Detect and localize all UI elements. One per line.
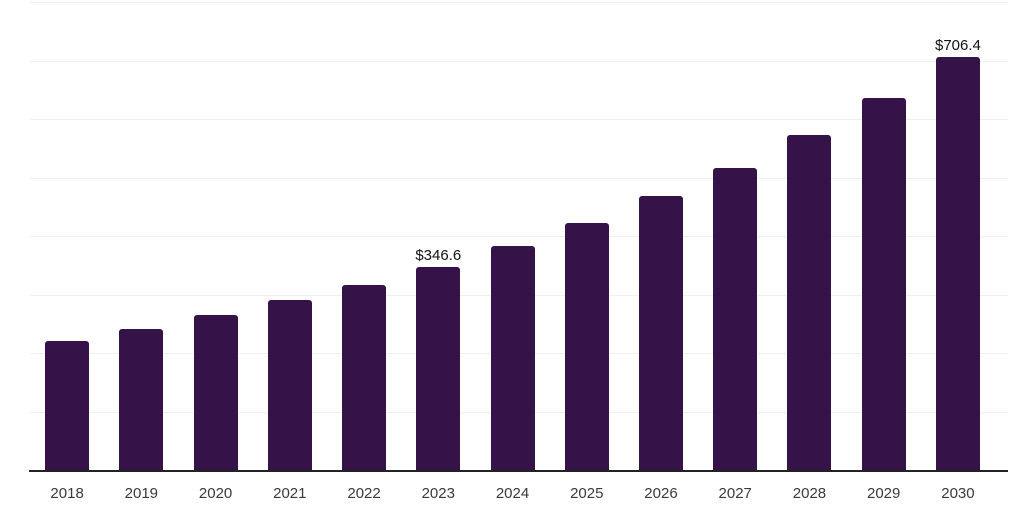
x-tick-2028: 2028 [792, 485, 827, 502]
x-tick-2022: 2022 [347, 485, 381, 502]
bar-slot-2020 [178, 2, 252, 470]
bar-slot-2028 [772, 2, 846, 470]
gridline-600 [30, 119, 1008, 120]
bar-slot-2027 [698, 2, 772, 470]
x-tick-2019: 2019 [124, 485, 159, 502]
bar-slot-2021 [253, 2, 327, 470]
bar-2026 [638, 196, 683, 470]
bar-2018 [45, 341, 90, 470]
value-label-2030: $706.4 [934, 36, 981, 54]
bar-2030 [935, 56, 980, 470]
bar-slot-2019 [104, 2, 178, 470]
bar-2022 [342, 285, 387, 470]
x-tick-2025: 2025 [570, 485, 604, 502]
bar-slot-2025 [550, 2, 624, 470]
gridline-800 [30, 2, 1008, 3]
bar-2019 [119, 329, 164, 470]
bars-container: $346.6 $706.4 [30, 2, 995, 470]
x-tick-2020: 2020 [198, 485, 233, 502]
bar-slot-2026 [624, 2, 698, 470]
gridline-700 [30, 60, 1008, 62]
x-tick-2021: 2021 [273, 485, 307, 502]
bar-slot-2022 [327, 2, 401, 470]
bar-2020 [193, 315, 238, 470]
gridline-400 [30, 236, 1008, 237]
x-tick-2027: 2027 [718, 485, 752, 502]
bar-slot-2024 [475, 2, 549, 470]
bar-slot-2029 [847, 2, 921, 470]
bar-slot-2030: $706.4 [921, 2, 995, 470]
bar-slot-2023: $346.6 [401, 2, 475, 470]
bar-2029 [861, 98, 906, 470]
x-tick-2029: 2029 [867, 485, 901, 502]
x-axis-line [29, 470, 1008, 472]
bar-slot-2018 [30, 2, 104, 470]
x-tick-2030: 2030 [941, 485, 975, 502]
x-axis-labels: 2018 2019 2020 2021 2022 2023 2024 2025 2026 2027… [30, 485, 995, 502]
bar-2025 [564, 222, 609, 470]
bar-2024 [490, 246, 535, 470]
gridline-500 [30, 177, 1008, 179]
bar-2027 [713, 167, 758, 470]
bar-2028 [787, 135, 832, 470]
value-label-2023: $346.6 [415, 247, 462, 265]
x-tick-2018: 2018 [50, 485, 84, 502]
bar-2021 [267, 300, 312, 470]
bar-2023 [416, 267, 461, 470]
x-tick-2023: 2023 [421, 485, 455, 502]
x-tick-2024: 2024 [495, 485, 530, 502]
x-tick-2026: 2026 [644, 485, 678, 502]
